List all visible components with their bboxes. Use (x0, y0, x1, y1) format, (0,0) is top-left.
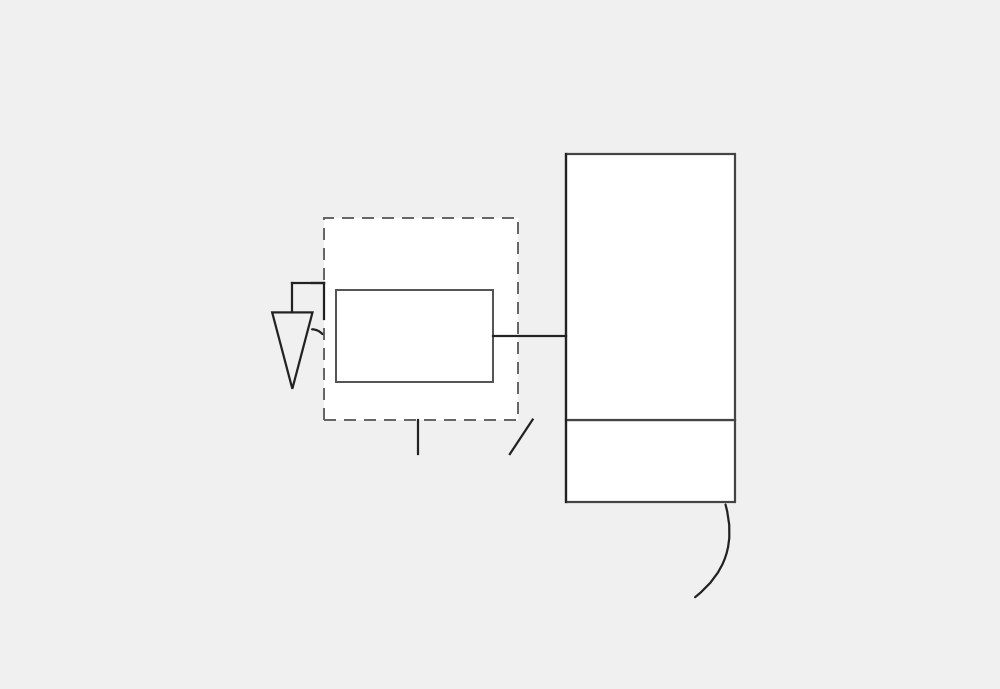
Bar (324, 218, 518, 420)
Bar (566, 420, 735, 502)
FancyArrowPatch shape (312, 329, 322, 334)
Bar (336, 289, 493, 382)
FancyArrowPatch shape (695, 504, 730, 597)
Bar (566, 154, 735, 420)
